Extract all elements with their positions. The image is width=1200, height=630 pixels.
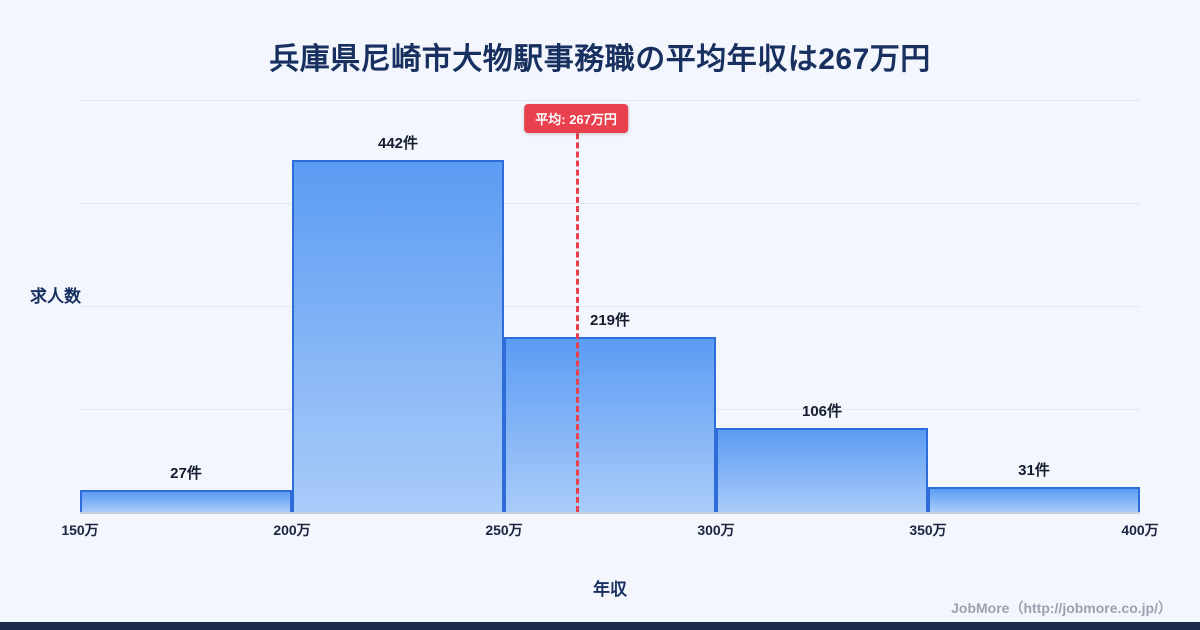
x-tick-label: 400万 bbox=[1121, 522, 1159, 538]
bar-250万-300万 bbox=[504, 337, 716, 512]
mean-badge: 平均: 267万円 bbox=[524, 104, 628, 133]
bar-200万-250万 bbox=[292, 159, 504, 512]
bottom-accent-bar bbox=[0, 622, 1200, 630]
gridline bbox=[80, 100, 1140, 101]
bar-150万-200万 bbox=[80, 490, 292, 512]
y-axis-title: 求人数 bbox=[30, 287, 81, 306]
bar-value-label: 442件 bbox=[377, 134, 419, 152]
bar-value-label: 106件 bbox=[801, 402, 843, 420]
footer-credit: JobMore（http://jobmore.co.jp/） bbox=[951, 600, 1172, 616]
chart-title: 兵庫県尼崎市大物駅事務職の平均年収は267万円 bbox=[269, 43, 931, 76]
x-tick-label: 250万 bbox=[485, 522, 523, 538]
x-tick-label: 200万 bbox=[273, 522, 311, 538]
bar-value-label: 31件 bbox=[1018, 462, 1050, 480]
x-tick-label: 350万 bbox=[909, 522, 947, 538]
bar-350万-400万 bbox=[928, 487, 1140, 512]
bar-value-label: 219件 bbox=[589, 312, 631, 330]
plot-area: 27件 442件 219件 106件 31件 bbox=[80, 100, 1140, 514]
mean-badge-label: 平均: 267万円 bbox=[535, 112, 617, 127]
bar-300万-350万 bbox=[716, 427, 928, 512]
x-tick-label: 150万 bbox=[61, 522, 99, 538]
x-axis-title: 年収 bbox=[593, 580, 627, 599]
bar-value-label: 27件 bbox=[170, 465, 202, 483]
mean-line bbox=[576, 106, 580, 512]
gridline bbox=[80, 306, 1140, 307]
x-tick-label: 300万 bbox=[697, 522, 735, 538]
gridline bbox=[80, 203, 1140, 204]
